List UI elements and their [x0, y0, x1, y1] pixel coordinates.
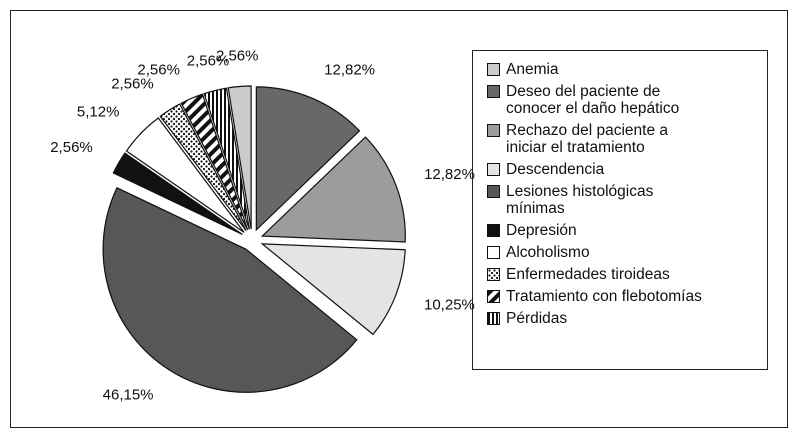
legend-item: Lesiones histológicas mínimas	[487, 183, 767, 217]
legend-label: Pérdidas	[506, 310, 568, 327]
legend-swatch	[487, 312, 500, 325]
value-label: 2,56%	[50, 139, 93, 156]
pie-slice	[260, 136, 406, 243]
legend-label: Anemia	[506, 61, 559, 78]
legend-item: Descendencia	[487, 161, 767, 178]
value-label: 10,25%	[424, 296, 475, 313]
swatch-fill	[488, 86, 499, 97]
value-label: 46,15%	[103, 386, 154, 403]
legend: Anemia Deseo del paciente de conocer el d…	[472, 50, 768, 370]
legend-label: Tratamiento con flebotomías	[506, 288, 702, 305]
value-label: 12,82%	[324, 62, 375, 79]
legend-swatch	[487, 224, 500, 237]
pie-slice	[180, 93, 249, 231]
swatch-fill	[488, 269, 499, 280]
swatch-graphic	[488, 186, 499, 197]
legend-swatch	[487, 85, 500, 98]
value-label: 5,12%	[77, 103, 120, 120]
legend-item: Alcoholismo	[487, 244, 767, 261]
swatch-fill	[488, 247, 499, 258]
swatch-graphic	[488, 247, 499, 258]
legend-swatch	[487, 290, 500, 303]
value-label: 2,56%	[187, 52, 230, 69]
pie-slice	[255, 86, 361, 232]
legend-label: Depresión	[506, 222, 577, 239]
legend-label: Alcoholismo	[506, 244, 590, 261]
legend-label: Descendencia	[506, 161, 605, 178]
legend-swatch	[487, 124, 500, 137]
value-label: 2,56%	[216, 48, 259, 65]
pie-slice	[112, 152, 243, 236]
legend-item: Deseo del paciente de conocer el daño he…	[487, 83, 767, 117]
legend-item: Anemia	[487, 61, 767, 78]
pie-slice	[203, 87, 250, 230]
legend-swatch	[487, 246, 500, 259]
pie-slice	[227, 85, 252, 230]
value-label: 2,56%	[111, 75, 154, 92]
legend-label: Deseo del paciente de conocer el daño he…	[506, 83, 680, 117]
swatch-graphic	[488, 313, 499, 324]
swatch-graphic	[488, 291, 499, 302]
swatch-fill	[488, 64, 499, 75]
pie-slice	[260, 243, 406, 336]
pie-slice	[102, 187, 358, 393]
swatch-graphic	[488, 225, 499, 236]
legend-label: Rechazo del paciente a iniciar el tratam…	[506, 122, 669, 156]
swatch-graphic	[488, 125, 499, 136]
legend-label: Enfermedades tiroideas	[506, 266, 670, 283]
legend-swatch	[487, 185, 500, 198]
swatch-fill	[488, 186, 499, 197]
swatch-graphic	[488, 269, 499, 280]
swatch-graphic	[488, 86, 499, 97]
swatch-fill	[488, 164, 499, 175]
value-label: 2,56%	[137, 62, 180, 79]
legend-swatch	[487, 63, 500, 76]
swatch-fill	[488, 291, 499, 302]
legend-item: Depresión	[487, 222, 767, 239]
swatch-fill	[488, 313, 499, 324]
value-label: 12,82%	[424, 166, 475, 183]
swatch-graphic	[488, 64, 499, 75]
legend-swatch	[487, 268, 500, 281]
frame	[10, 10, 788, 428]
swatch-fill	[488, 225, 499, 236]
legend-swatch	[487, 163, 500, 176]
legend-item: Tratamiento con flebotomías	[487, 288, 767, 305]
pie-slice	[159, 103, 247, 232]
legend-item: Rechazo del paciente a iniciar el tratam…	[487, 122, 767, 156]
legend-item: Pérdidas	[487, 310, 767, 327]
swatch-graphic	[488, 164, 499, 175]
legend-item: Enfermedades tiroideas	[487, 266, 767, 283]
pie-slice	[125, 117, 245, 233]
swatch-fill	[488, 125, 499, 136]
legend-label: Lesiones histológicas mínimas	[506, 183, 654, 217]
